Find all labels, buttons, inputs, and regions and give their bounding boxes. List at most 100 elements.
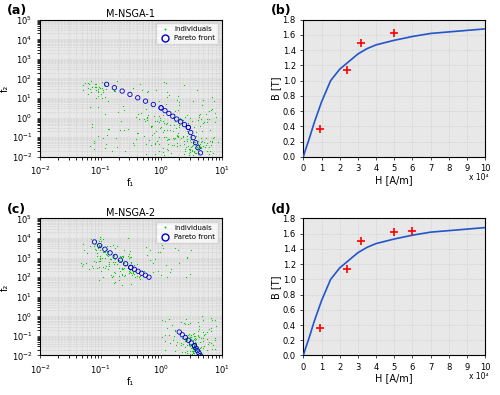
Point <box>186 341 194 348</box>
Point <box>142 141 150 147</box>
Point <box>207 328 215 334</box>
Point <box>194 319 202 325</box>
Point <box>166 332 173 338</box>
Point <box>156 117 164 123</box>
Point <box>200 96 207 103</box>
Point <box>156 115 164 121</box>
Point <box>114 77 122 84</box>
Point <box>96 256 104 262</box>
Point <box>210 118 218 125</box>
Point <box>86 85 94 92</box>
Point <box>100 249 108 256</box>
Point <box>140 267 147 274</box>
Point <box>101 246 109 252</box>
Point <box>97 90 105 97</box>
Point <box>164 147 172 153</box>
Point <box>187 129 195 135</box>
Point <box>187 341 195 347</box>
Point <box>171 118 179 124</box>
Point <box>166 269 173 275</box>
Point <box>78 263 86 270</box>
Point <box>104 243 112 249</box>
Point <box>168 114 176 120</box>
Point <box>151 256 159 262</box>
Point <box>157 105 165 111</box>
Legend: individuals, Pareto front: individuals, Pareto front <box>156 23 218 44</box>
Point <box>184 337 192 343</box>
Point <box>174 116 182 122</box>
Point <box>84 91 92 97</box>
Point <box>142 105 150 112</box>
Point <box>142 115 150 121</box>
Point <box>95 244 103 250</box>
Point <box>211 110 219 116</box>
Point <box>194 346 202 352</box>
Point <box>98 245 106 252</box>
Point <box>141 118 149 124</box>
Point <box>92 246 100 253</box>
Point <box>180 137 188 144</box>
Point <box>105 259 113 265</box>
Point <box>91 83 99 90</box>
Point <box>110 87 118 94</box>
Point <box>129 85 137 91</box>
Point <box>128 254 136 261</box>
Point <box>172 339 180 345</box>
Point <box>211 346 219 352</box>
Point <box>186 271 194 277</box>
Point <box>188 344 196 350</box>
Point <box>120 273 128 279</box>
Point <box>188 345 196 351</box>
Point <box>111 279 119 286</box>
X-axis label: H [A/m]: H [A/m] <box>376 175 413 185</box>
Point <box>207 340 215 346</box>
Point <box>186 338 194 344</box>
Point <box>127 270 135 276</box>
Point <box>125 268 133 274</box>
Title: M-NSGA-1: M-NSGA-1 <box>106 9 156 19</box>
Point <box>99 135 107 142</box>
Point <box>194 353 202 359</box>
Point <box>116 258 124 264</box>
Point <box>113 261 121 267</box>
Point <box>91 83 99 90</box>
Point <box>135 116 143 122</box>
Point <box>98 241 106 248</box>
Point <box>169 113 177 119</box>
Point <box>188 340 196 346</box>
Point <box>205 108 213 115</box>
Point <box>206 127 214 134</box>
Point <box>174 99 182 105</box>
Point <box>98 236 106 243</box>
Point <box>207 325 215 331</box>
Point <box>86 81 94 87</box>
X-axis label: H [A/m]: H [A/m] <box>376 374 413 384</box>
Point <box>84 266 92 273</box>
Point <box>89 265 97 271</box>
Point <box>188 247 196 253</box>
Point <box>194 333 202 339</box>
Point <box>203 139 211 146</box>
Point <box>188 147 196 154</box>
Point <box>189 141 197 148</box>
Text: (b): (b) <box>270 4 291 17</box>
Point <box>94 104 102 110</box>
Point <box>188 356 196 362</box>
Point <box>182 144 190 150</box>
Point <box>182 335 190 342</box>
Point <box>130 266 138 273</box>
Point <box>184 342 192 348</box>
Point <box>174 120 182 126</box>
Point <box>157 239 165 246</box>
Point <box>94 88 102 94</box>
Point <box>207 314 215 321</box>
Point <box>208 139 216 146</box>
Point <box>190 335 198 341</box>
Point <box>125 255 133 261</box>
Point <box>121 262 129 269</box>
Point <box>211 317 219 324</box>
Point <box>106 256 114 262</box>
Text: (c): (c) <box>8 203 26 216</box>
Point <box>165 136 173 142</box>
Point <box>164 141 172 147</box>
